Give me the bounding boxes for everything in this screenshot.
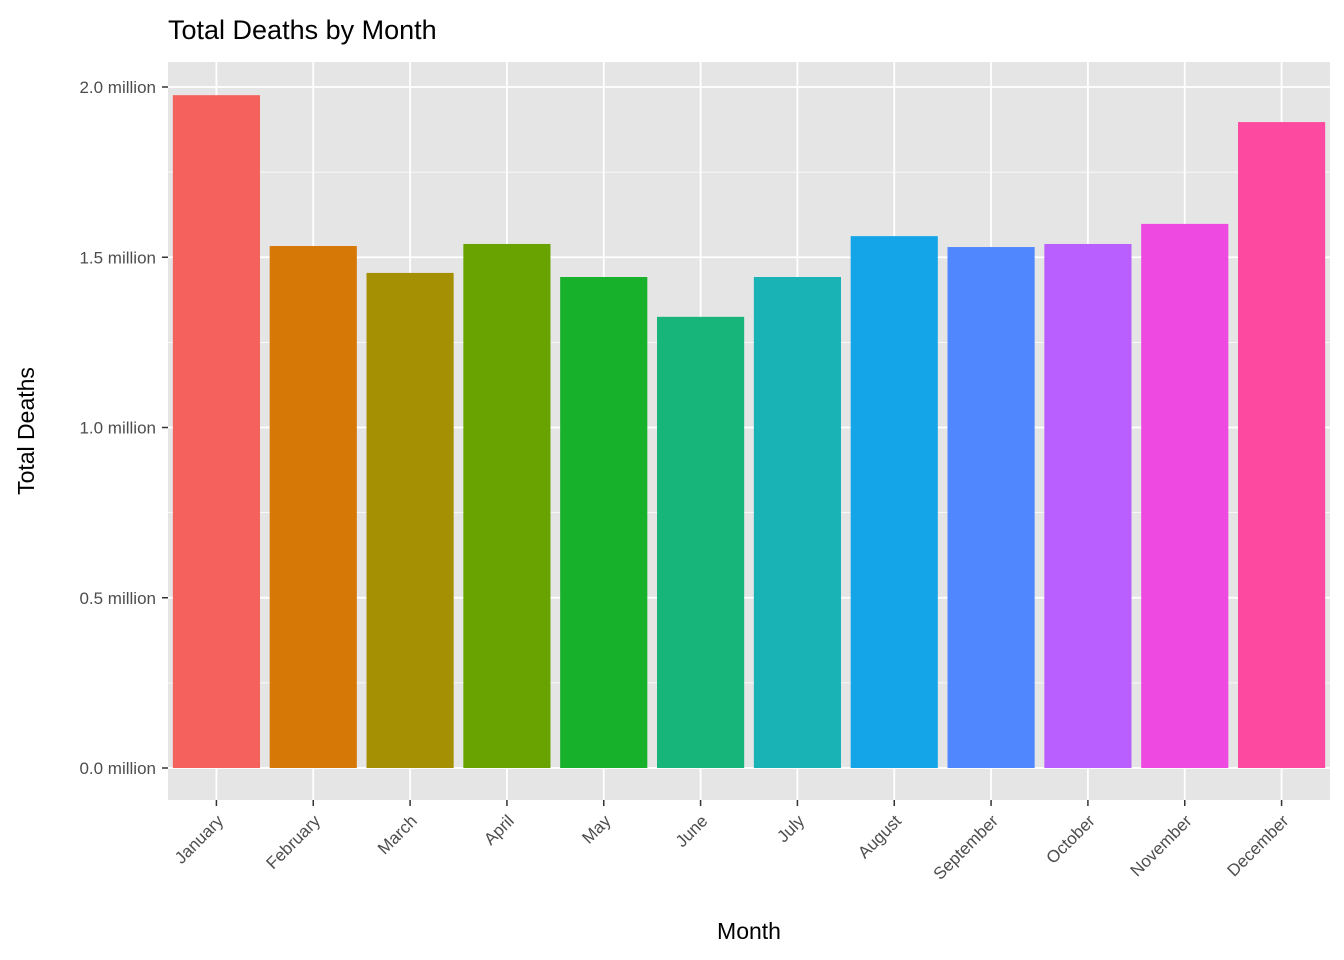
x-tick-label: January [171,811,228,868]
x-tick-label: November [1127,811,1196,880]
x-tick-label: August [854,811,905,862]
x-tick-label: October [1043,811,1099,867]
x-axis: January February March April May June July Augu… [171,800,1293,884]
bar-april [463,243,551,768]
x-axis-title: Month [717,918,781,944]
bar-february [269,246,357,769]
bar-november [1141,223,1229,769]
x-tick-label: September [930,811,1002,883]
y-tick-label: 0.5 million [79,589,156,608]
chart-title: Total Deaths by Month [168,15,437,45]
bar-december [1238,122,1326,768]
y-tick-label: 1.5 million [79,248,156,267]
bar-march [366,272,454,768]
x-tick-label: July [773,811,808,846]
x-tick-label: December [1224,811,1293,880]
y-axis-title: Total Deaths [13,367,39,495]
bar-august [850,236,938,768]
y-tick-label: 0.0 million [79,759,156,778]
bar-may [560,276,648,768]
bar-october [1044,243,1132,768]
x-tick-label: February [263,811,325,873]
x-tick-label: March [374,811,421,858]
x-tick-label: May [578,811,614,847]
y-tick-label: 1.0 million [79,419,156,438]
y-axis: 0.0 million 0.5 million 1.0 million 1.5 mil… [79,78,168,778]
x-tick-label: April [480,811,517,848]
bar-january [172,95,260,768]
bars [172,95,1326,769]
bar-june [657,316,745,768]
y-tick-label: 2.0 million [79,78,156,97]
x-tick-label: June [672,811,712,851]
plot-panel [168,62,1330,800]
bar-july [753,276,841,768]
bar-september [947,247,1035,768]
